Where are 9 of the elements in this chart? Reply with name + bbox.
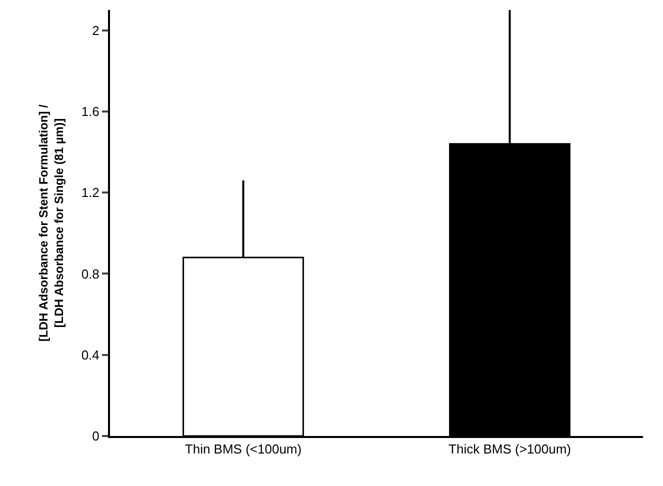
y-tick-label: 1.2 (81, 185, 100, 200)
y-tick-label: 0.8 (81, 266, 100, 282)
x-tick-label: Thick BMS (>100um) (448, 442, 571, 457)
y-axis-title: [LDH Adsorbance for Stent Formulation] / [LDH Absorbance for Single (81 µm)] (36, 104, 66, 342)
y-tick-label: 1.6 (81, 104, 100, 119)
y-tick-label: 0 (92, 428, 100, 444)
y-tick-label: 0.4 (81, 347, 100, 362)
y-tick-label: 2 (92, 22, 100, 38)
x-tick-label: Thin BMS (<100um) (184, 442, 302, 457)
